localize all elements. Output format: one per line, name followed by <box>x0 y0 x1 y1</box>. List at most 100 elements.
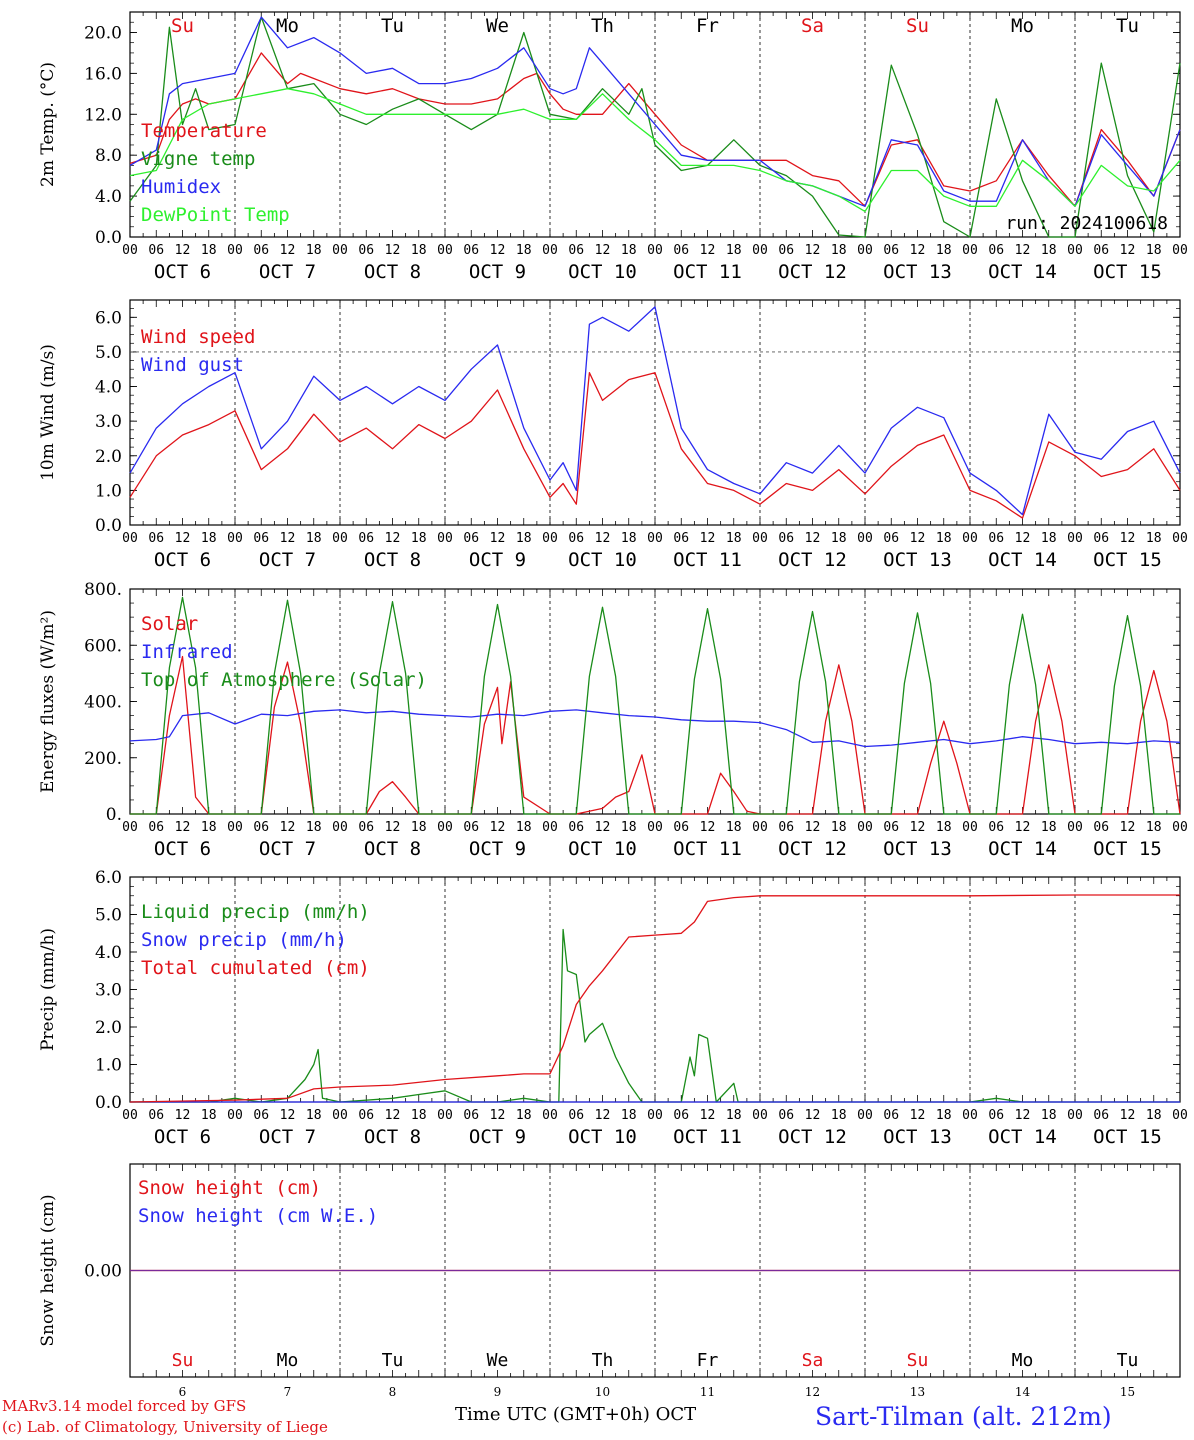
station-label: Sart-Tilman (alt. 212m) <box>815 1402 1112 1431</box>
hour-tick-label: 12 <box>595 531 611 546</box>
y-tick-label: 1.0 <box>95 481 122 501</box>
day-number-label: 7 <box>284 1385 292 1399</box>
day-abbr-label: Th <box>592 1350 614 1371</box>
day-abbr-label: Fr <box>697 1350 719 1371</box>
hour-tick-label: 12 <box>910 243 926 258</box>
y-tick-label: 8.0 <box>95 146 122 166</box>
day-abbr-label: Mo <box>277 1350 299 1371</box>
y-tick-label: 1.0 <box>95 1056 122 1076</box>
hour-tick-label: 18 <box>936 1108 952 1123</box>
day-abbr-label: Mo <box>1012 1350 1034 1371</box>
run-label: run: 2024100618 <box>1005 213 1168 234</box>
date-label: OCT 6 <box>154 549 211 571</box>
hour-tick-label: 00 <box>437 243 453 258</box>
plot-frame <box>129 588 1181 815</box>
hour-tick-label: 06 <box>253 243 269 258</box>
hour-tick-label: 06 <box>358 243 374 258</box>
hour-tick-label: 00 <box>1172 531 1188 546</box>
y-tick-label: 200. <box>84 749 122 769</box>
hour-tick-label: 00 <box>437 1108 453 1123</box>
series-line <box>129 306 1181 516</box>
legend-entry: Temperature <box>141 120 267 142</box>
hour-tick-label: 00 <box>332 243 348 258</box>
date-label: OCT 11 <box>673 1126 742 1148</box>
day-abbr-label: Th <box>591 15 614 37</box>
hour-tick-label: 00 <box>857 820 873 835</box>
hour-tick-label: 06 <box>988 820 1004 835</box>
hour-tick-label: 06 <box>568 820 584 835</box>
y-tick-label: 0.0 <box>95 516 122 536</box>
date-label: OCT 11 <box>673 549 742 571</box>
hour-tick-label: 18 <box>831 1108 847 1123</box>
hour-tick-label: 06 <box>778 1108 794 1123</box>
date-label: OCT 13 <box>883 549 952 571</box>
hour-tick-label: 00 <box>752 243 768 258</box>
hour-tick-label: 18 <box>621 820 637 835</box>
hour-tick-label: 00 <box>332 1108 348 1123</box>
chart-panel-2: 0.0 1.0 2.0 3.0 4.0 5.0 6.0 10m Wind (m/s) Wind … <box>38 299 1188 571</box>
hour-tick-label: 00 <box>227 531 243 546</box>
hour-tick-label: 00 <box>332 820 348 835</box>
hour-tick-label: 18 <box>306 531 322 546</box>
y-tick-label: 0.00 <box>84 1262 122 1282</box>
hour-tick-label: 18 <box>1146 531 1162 546</box>
series-line <box>130 596 1180 815</box>
y-tick-label: 0. <box>106 805 122 825</box>
date-label: OCT 10 <box>568 549 637 571</box>
date-label: OCT 12 <box>778 549 847 571</box>
date-label: OCT 13 <box>883 1126 952 1148</box>
hour-tick-label: 18 <box>621 243 637 258</box>
hour-tick-label: 06 <box>1093 243 1109 258</box>
hour-tick-label: 12 <box>910 1108 926 1123</box>
hour-tick-label: 18 <box>1041 531 1057 546</box>
hour-tick-label: 18 <box>201 820 217 835</box>
series-line <box>129 52 1181 207</box>
hour-tick-label: 06 <box>988 1108 1004 1123</box>
hour-tick-label: 18 <box>1146 1108 1162 1123</box>
legend-entry: Snow height (cm W.E.) <box>138 1205 378 1227</box>
hour-tick-label: 00 <box>332 531 348 546</box>
date-label: OCT 10 <box>568 261 637 283</box>
hour-tick-label: 00 <box>1067 243 1083 258</box>
date-label: OCT 14 <box>988 549 1057 571</box>
y-tick-label: 3.0 <box>95 412 122 432</box>
hour-tick-label: 00 <box>542 1108 558 1123</box>
chart-panel-3: 0. 200. 400. 600. 800. Energy fluxes (W/m²) So… <box>38 580 1188 860</box>
day-number-label: 15 <box>1120 1385 1135 1399</box>
hour-tick-label: 00 <box>857 243 873 258</box>
hour-tick-label: 18 <box>621 531 637 546</box>
hour-tick-label: 00 <box>647 820 663 835</box>
hour-tick-label: 18 <box>1041 243 1057 258</box>
legend-entry: Vigne temp <box>141 148 255 170</box>
date-label: OCT 12 <box>778 1126 847 1148</box>
day-abbr-label: Fr <box>696 15 719 37</box>
hour-tick-label: 00 <box>437 820 453 835</box>
legend-entry: Top of Atmosphere (Solar) <box>141 669 427 691</box>
hour-tick-label: 00 <box>962 820 978 835</box>
hour-tick-label: 06 <box>883 531 899 546</box>
hour-tick-label: 18 <box>411 531 427 546</box>
y-tick-label: 5.0 <box>95 343 122 363</box>
hour-tick-label: 12 <box>700 531 716 546</box>
hour-tick-label: 12 <box>385 243 401 258</box>
day-number-label: 9 <box>494 1385 502 1399</box>
hour-tick-label: 18 <box>1146 243 1162 258</box>
y-tick-label: 800. <box>84 580 122 600</box>
hour-tick-label: 18 <box>1041 1108 1057 1123</box>
date-label: OCT 7 <box>259 549 316 571</box>
hour-tick-label: 12 <box>595 820 611 835</box>
hour-tick-label: 12 <box>280 243 296 258</box>
hour-tick-label: 06 <box>883 1108 899 1123</box>
hour-tick-label: 12 <box>280 531 296 546</box>
hour-tick-label: 12 <box>1015 1108 1031 1123</box>
hour-tick-label: 12 <box>175 243 191 258</box>
hour-tick-label: 06 <box>568 531 584 546</box>
hour-tick-label: 18 <box>726 531 742 546</box>
y-axis-label: 2m Temp. (°C) <box>38 62 58 187</box>
y-tick-label: 12.0 <box>84 105 122 125</box>
hour-tick-label: 18 <box>1146 820 1162 835</box>
hour-tick-label: 06 <box>358 1108 374 1123</box>
hour-tick-label: 18 <box>516 820 532 835</box>
hour-tick-label: 18 <box>306 1108 322 1123</box>
